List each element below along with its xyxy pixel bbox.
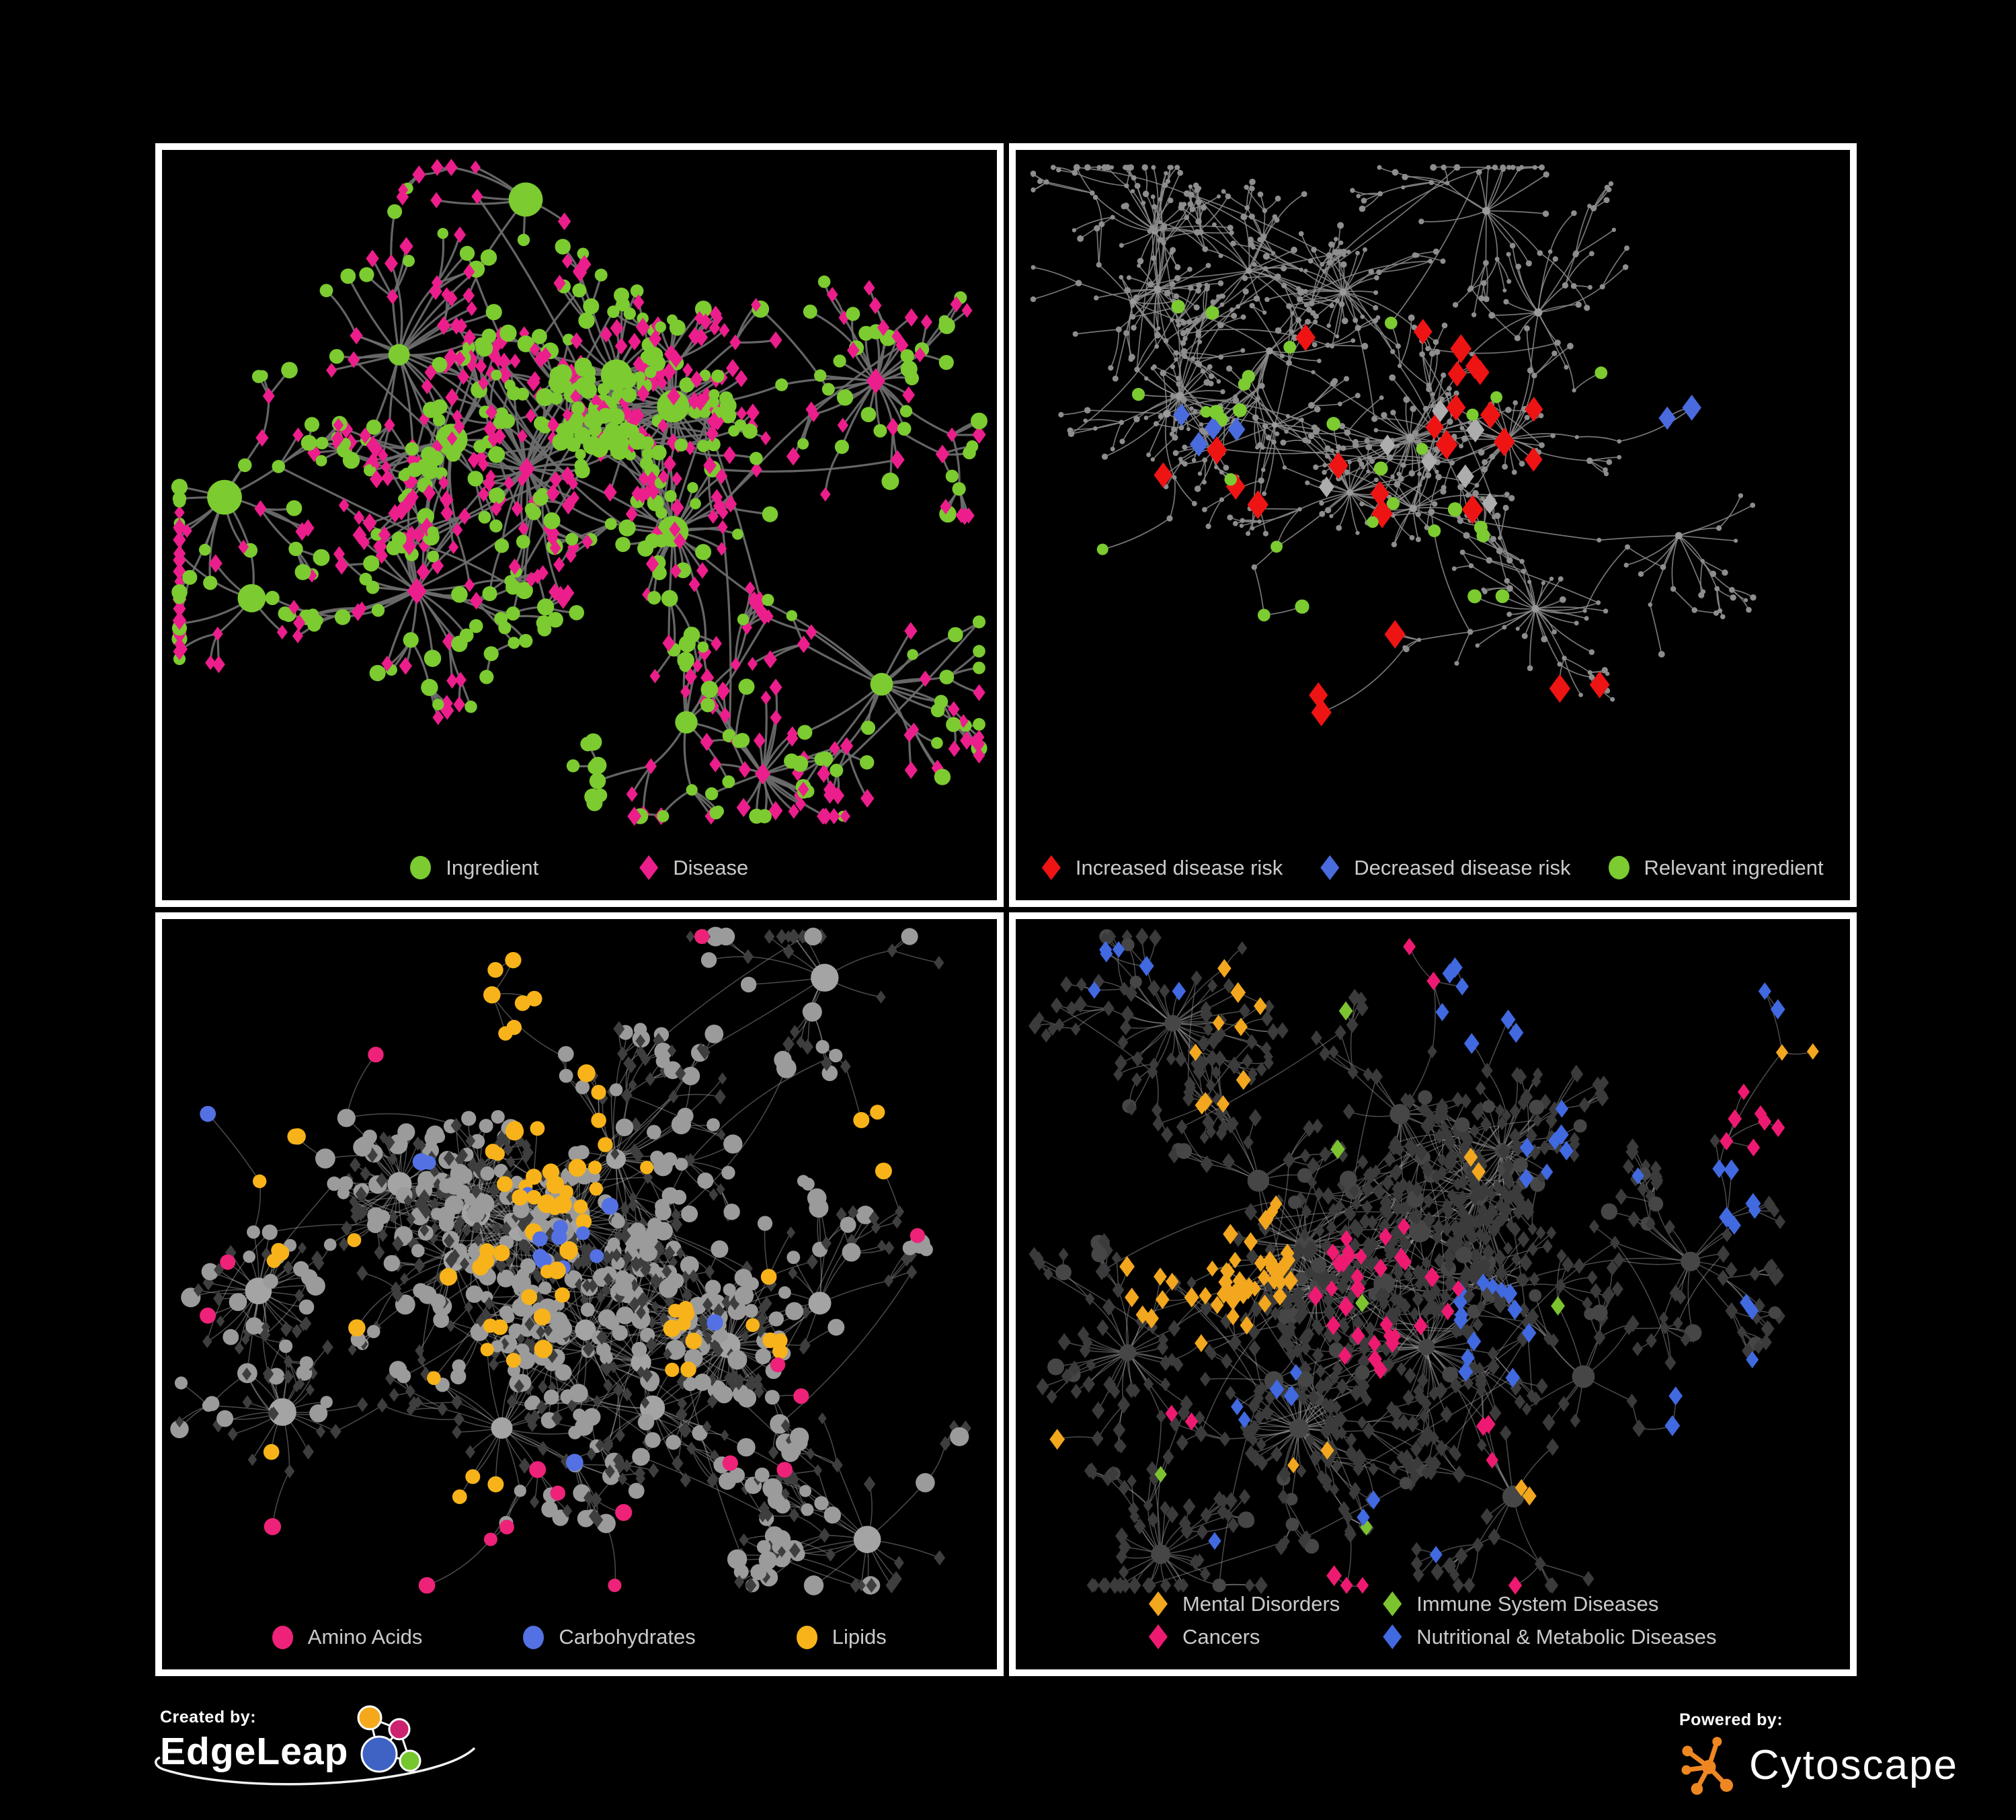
edgeleap-logo: EdgeLeap — [155, 1705, 476, 1786]
legend-item-mental-disorders: Mental Disorders — [1148, 1591, 1340, 1616]
powered-by-block: Powered by: Cytoscape — [1679, 1710, 1958, 1797]
disease-risk-legend: Increased disease risk Decreased disease … — [1016, 855, 1851, 880]
edgeleap-swoosh — [155, 1747, 476, 1786]
legend-label: Amino Acids — [307, 1625, 423, 1649]
legend-item-carbohydrates: Carbohydrates — [523, 1625, 696, 1649]
legend-label: Disease — [673, 855, 749, 879]
diamond-marker-icon — [1383, 1591, 1402, 1616]
legend-item-ingredient: Ingredient — [410, 856, 538, 880]
circle-marker-icon — [410, 856, 432, 879]
circle-marker-icon — [1608, 856, 1629, 879]
disease-classes-legend: Mental Disorders Immune System Diseases Ca… — [1016, 1591, 1851, 1649]
legend-label: Cancers — [1182, 1624, 1260, 1649]
diamond-marker-icon — [1383, 1624, 1402, 1649]
legend-item-cancers: Cancers — [1148, 1624, 1340, 1649]
ingredient-disease-legend: Ingredient Disease — [162, 855, 997, 880]
panel-nutrient-classes: Amino Acids Carbohydrates Lipids — [155, 912, 1004, 1676]
legend-item-increased-disease-risk: Increased disease risk — [1041, 855, 1283, 880]
diamond-marker-icon — [639, 855, 659, 880]
legend-item-disease: Disease — [639, 855, 748, 880]
circle-marker-icon — [523, 1625, 545, 1649]
created-by-label: Created by: — [160, 1708, 257, 1727]
cytoscape-logo: Cytoscape — [1679, 1734, 1958, 1797]
cytoscape-icon — [1681, 1737, 1734, 1795]
nutrient-classes-legend: Amino Acids Carbohydrates Lipids — [162, 1625, 997, 1649]
legend-label: Relevant ingredient — [1644, 855, 1824, 879]
diamond-marker-icon — [1320, 855, 1340, 880]
cytoscape-wordmark: Cytoscape — [1749, 1742, 1958, 1788]
edgeleap-network-icon — [357, 1705, 421, 1773]
panel-ingredient-disease: Ingredient Disease — [155, 143, 1004, 907]
ingredient-disease-network-graph — [171, 159, 987, 826]
legend-label: Carbohydrates — [559, 1625, 696, 1649]
legend-label: Decreased disease risk — [1354, 855, 1571, 879]
legend-label: Increased disease risk — [1075, 855, 1283, 879]
legend-item-immune-system-diseases: Immune System Diseases — [1383, 1591, 1716, 1616]
circle-marker-icon — [796, 1625, 817, 1649]
powered-by-label: Powered by: — [1679, 1710, 1783, 1729]
panels-grid: Ingredient Disease Increased disease risk… — [155, 143, 1857, 1676]
legend-item-nutritional-metabolic-diseases: Nutritional & Metabolic Diseases — [1383, 1624, 1717, 1649]
legend-item-relevant-ingredient: Relevant ingredient — [1608, 855, 1824, 880]
legend-label: Immune System Diseases — [1416, 1591, 1659, 1616]
legend-label: Nutritional & Metabolic Diseases — [1416, 1624, 1717, 1649]
panel-disease-risk: Increased disease risk Decreased disease … — [1008, 143, 1857, 907]
circle-marker-icon — [272, 1625, 293, 1649]
diamond-marker-icon — [1148, 1624, 1168, 1649]
legend-label: Mental Disorders — [1182, 1591, 1340, 1616]
panel-disease-classes: Mental Disorders Immune System Diseases Ca… — [1008, 912, 1857, 1676]
legend-label: Ingredient — [446, 855, 539, 879]
legend-item-decreased-disease-risk: Decreased disease risk — [1320, 855, 1571, 880]
nutrient-classes-network-graph — [170, 926, 971, 1595]
disease-classes-network-graph — [1028, 927, 1819, 1595]
diamond-marker-icon — [1041, 855, 1061, 880]
legend-label: Lipids — [832, 1625, 887, 1649]
legend-item-lipids: Lipids — [796, 1625, 887, 1649]
edgeleap-wordmark: EdgeLeap — [160, 1730, 349, 1773]
disease-risk-network-graph — [1030, 164, 1757, 727]
created-by-block: Created by: EdgeLeap — [155, 1705, 476, 1786]
legend-item-amino-acids: Amino Acids — [272, 1625, 423, 1649]
diamond-marker-icon — [1148, 1591, 1168, 1616]
